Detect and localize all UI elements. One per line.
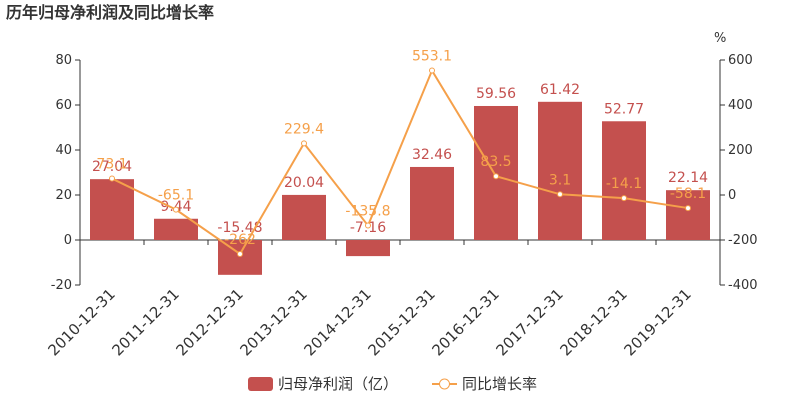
legend-label: 同比增长率 <box>462 375 537 393</box>
line-label: 229.4 <box>284 121 324 137</box>
bar-label: 27.04 <box>92 159 132 175</box>
bar-label: 32.46 <box>412 147 452 163</box>
x-tick-label: 2018-12-31 <box>556 285 630 359</box>
legend-label: 归母净利润（亿） <box>278 375 398 393</box>
y2-tick-label: 600 <box>728 53 753 68</box>
line-label: -135.8 <box>345 204 390 220</box>
line-label: 3.1 <box>549 172 571 188</box>
x-tick-label: 2017-12-31 <box>492 285 566 359</box>
x-tick-label: 2016-12-31 <box>428 285 502 359</box>
x-tick-label: 2010-12-31 <box>44 285 118 359</box>
line-point <box>429 67 435 74</box>
bar-label: 59.56 <box>476 86 516 102</box>
x-tick-label: 2011-12-31 <box>108 285 182 359</box>
y2-tick-label: -200 <box>728 233 758 248</box>
line-label: 83.5 <box>480 154 511 170</box>
bar <box>90 179 134 240</box>
y-tick-label: 80 <box>55 53 72 68</box>
y-tick-label: 20 <box>55 188 72 203</box>
y2-tick-label: 0 <box>728 188 736 203</box>
bar <box>282 194 326 240</box>
y2-axis-label: % <box>714 31 726 46</box>
line-point <box>173 206 179 213</box>
x-tick-label: 2019-12-31 <box>620 285 694 359</box>
bar <box>410 166 454 240</box>
line-label: -14.1 <box>606 176 642 192</box>
x-tick-label: 2014-12-31 <box>300 285 374 359</box>
line-point <box>621 195 627 202</box>
bar-label: -15.48 <box>217 220 262 236</box>
bar-label: 61.42 <box>540 82 580 98</box>
bar <box>346 240 390 257</box>
legend-swatch <box>248 377 273 391</box>
bar-label: 22.14 <box>668 170 708 186</box>
line-point <box>493 173 499 180</box>
line-label: 73.1 <box>96 157 127 173</box>
legend-swatch <box>439 378 450 390</box>
line-label: -58.1 <box>670 186 706 202</box>
y-tick-label: 60 <box>55 98 72 113</box>
line-label: 553.1 <box>412 49 452 65</box>
line-point <box>557 191 563 198</box>
bar <box>154 218 198 240</box>
x-tick-label: 2013-12-31 <box>236 285 310 359</box>
y-tick-label: -20 <box>51 278 72 293</box>
line-point <box>365 222 371 229</box>
bar <box>218 240 262 275</box>
y-tick-label: 40 <box>55 143 72 158</box>
y2-tick-label: -400 <box>728 278 758 293</box>
bar <box>666 190 710 240</box>
line <box>111 68 689 256</box>
line-point <box>237 250 243 257</box>
bar <box>474 105 518 241</box>
line-point <box>301 140 307 147</box>
chart-title: 历年归母净利润及同比增长率 <box>6 3 214 22</box>
line-point <box>109 175 115 182</box>
line-point <box>685 205 691 212</box>
line-label: -65.1 <box>158 188 194 204</box>
y2-tick-label: 200 <box>728 143 753 158</box>
x-tick-label: 2015-12-31 <box>364 285 438 359</box>
bar-label: 52.77 <box>604 101 644 117</box>
bar-label: 20.04 <box>284 175 324 191</box>
x-tick-label: 2012-12-31 <box>172 285 246 359</box>
y-tick-label: 0 <box>64 233 72 248</box>
bar <box>602 121 646 240</box>
bar <box>538 101 582 241</box>
line-label: -262 <box>224 232 256 248</box>
y2-tick-label: 400 <box>728 98 753 113</box>
